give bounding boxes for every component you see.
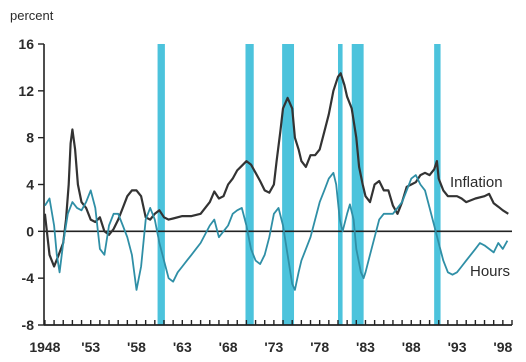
y-tick-label: 8 <box>26 130 34 146</box>
y-tick-label: 12 <box>18 83 34 99</box>
shaded-period <box>157 44 165 325</box>
series-label-inflation: Inflation <box>450 174 503 191</box>
shaded-period <box>245 44 254 325</box>
labels: percent Inflation Hours <box>10 8 510 280</box>
shaded-period <box>351 44 364 325</box>
shaded-period <box>337 44 343 325</box>
series-lines <box>43 72 509 291</box>
x-tick-label: '73 <box>264 339 283 355</box>
x-tick-label: '83 <box>356 339 375 355</box>
x-tick-label: 1948 <box>29 339 60 355</box>
y-tick-label: 0 <box>26 223 34 239</box>
y-unit-label: percent <box>10 8 54 23</box>
x-tick-label: '78 <box>310 339 329 355</box>
x-tick-label: '93 <box>448 339 467 355</box>
x-tick-label: '98 <box>493 339 512 355</box>
y-tick-label: 16 <box>18 36 34 52</box>
shaded-period <box>434 44 441 325</box>
y-tick-label: 4 <box>26 177 34 193</box>
x-tick-label: '58 <box>127 339 146 355</box>
y-tick-label: -4 <box>22 270 35 286</box>
x-tick-label: '63 <box>173 339 192 355</box>
series-label-hours: Hours <box>470 263 510 280</box>
x-tick-label: '68 <box>219 339 238 355</box>
x-tick-label: '88 <box>402 339 421 355</box>
axes: 16 12 8 4 0 -4 -8 1948 '53 '58 '63 '68 '73 '78 '83 '88 '… <box>18 36 513 355</box>
series-line-hours <box>44 171 509 291</box>
y-tick-label: -8 <box>22 317 35 333</box>
shaded-period <box>282 44 295 325</box>
series-line-inflation <box>43 72 509 268</box>
x-tick-label: '53 <box>81 339 100 355</box>
shaded-periods <box>157 44 441 325</box>
